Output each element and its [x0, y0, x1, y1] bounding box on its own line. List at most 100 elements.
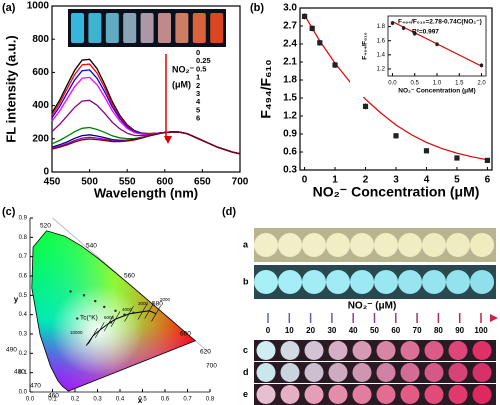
- x-tick-label: 2: [363, 175, 369, 186]
- x-tick-label: 650: [194, 177, 211, 188]
- isotherm: [110, 311, 121, 327]
- x-tick-label: 700: [232, 177, 249, 188]
- vial: [304, 385, 324, 404]
- spectrum-line: [51, 131, 241, 155]
- vial: [71, 13, 84, 43]
- y-tick-label: 800: [32, 34, 49, 45]
- wavelength-label: 540: [86, 243, 97, 250]
- vial: [448, 341, 468, 360]
- vial: [278, 270, 302, 294]
- wavelength-label: 620: [200, 349, 211, 356]
- x-tick-label: 0.2: [71, 396, 80, 402]
- vial: [472, 385, 492, 404]
- x-axis-label: NO₂⁻ Concentration (μM): [313, 184, 480, 200]
- y-axis-label: F₄₉₄/F₆₁₀: [258, 59, 274, 118]
- x-tick-label: 0.0: [26, 396, 35, 402]
- y-tick-label: 0.4: [19, 312, 28, 318]
- wavelength-label: 460: [48, 393, 59, 400]
- panel-label: (b): [250, 2, 264, 14]
- x-tick-label: 1: [332, 175, 338, 186]
- data-point: [479, 63, 484, 68]
- row-label: d: [243, 367, 249, 377]
- vial: [400, 385, 420, 404]
- vial: [376, 341, 396, 360]
- y-tick-label: 0: [43, 167, 49, 178]
- row-label: e: [243, 389, 248, 399]
- x-tick-label: 3: [393, 175, 399, 186]
- data-point: [484, 157, 491, 163]
- vial: [400, 341, 420, 360]
- x-tick-label: 0.8: [206, 396, 215, 402]
- vial: [350, 233, 374, 257]
- y-tick-label: 2.1: [283, 57, 297, 68]
- vial: [424, 363, 444, 382]
- vial: [448, 363, 468, 382]
- isotherm: [88, 328, 98, 344]
- row-label: a: [243, 239, 249, 249]
- data-point: [401, 26, 406, 30]
- legend-label: 0.5: [196, 64, 206, 73]
- wavelength-label: 520: [40, 223, 51, 230]
- chromaticity-point: [123, 313, 126, 316]
- chromaticity-point: [69, 290, 72, 293]
- y-tick-label: 1.4: [377, 52, 386, 58]
- vial: [422, 233, 446, 257]
- x-tick-label: 0.6: [161, 396, 170, 402]
- x-axis-label: NO₂⁻ Concentration (μM): [398, 88, 475, 95]
- vial: [352, 385, 372, 404]
- legend-label: 6: [196, 114, 200, 123]
- vial: [280, 385, 300, 404]
- vial: [446, 233, 470, 257]
- legend-label: 0.25: [196, 56, 211, 65]
- y-tick-label: 0.9: [283, 129, 297, 140]
- row-label: b: [243, 276, 249, 286]
- y-tick-label: 2.7: [283, 21, 297, 32]
- plot-frame: [51, 5, 241, 173]
- chromaticity-area: [31, 230, 196, 391]
- chromaticity-point: [114, 309, 117, 312]
- x-tick-label: 4: [424, 175, 430, 186]
- y-tick-label: 1.5: [283, 93, 297, 104]
- isotherm: [151, 305, 161, 322]
- y-tick-label: 1000: [27, 1, 50, 12]
- data-point: [301, 13, 308, 19]
- chromaticity-point: [132, 311, 135, 314]
- legend-label: 2: [196, 81, 200, 90]
- y-tick-label: 0.5: [19, 293, 28, 299]
- panel-label: (d): [222, 206, 236, 218]
- x-tick-label: 0.1: [48, 396, 57, 402]
- vial: [88, 13, 102, 43]
- vial: [374, 233, 398, 257]
- temperature-label: 4000: [122, 307, 133, 312]
- vial: [326, 270, 350, 294]
- temperature-label: 10000: [70, 330, 83, 335]
- vial: [374, 270, 398, 294]
- spectrum-line: [51, 76, 241, 155]
- x-tick-label: 0: [302, 175, 308, 186]
- vial: [328, 363, 348, 382]
- vial: [424, 385, 444, 404]
- vial: [328, 341, 348, 360]
- row-label: c: [243, 345, 248, 355]
- y-tick-label: 0.0: [19, 390, 28, 396]
- legend-label: 0: [196, 48, 200, 57]
- vial: [105, 13, 119, 43]
- y-tick-label: 0.6: [19, 274, 28, 280]
- vial: [192, 13, 206, 43]
- vial: [376, 363, 396, 382]
- panel-label: (c): [2, 206, 16, 218]
- vial: [470, 270, 494, 294]
- scale-label: 60: [391, 326, 400, 335]
- scale-label: 40: [349, 326, 358, 335]
- wavelength-label: 560: [124, 273, 135, 280]
- x-tick-label: 6: [485, 175, 491, 186]
- wavelength-label: 480: [14, 369, 25, 376]
- vial: [256, 385, 276, 404]
- y-tick-label: 1.2: [377, 67, 386, 73]
- y-axis-label: F₄₉₄/F₆₁₀: [362, 32, 369, 60]
- vial: [350, 270, 374, 294]
- scale-title: NO₂⁻ (μM): [348, 301, 397, 312]
- x-tick-label: 0.5: [138, 396, 147, 402]
- vial: [352, 363, 372, 382]
- temperature-label: 6000: [104, 315, 115, 320]
